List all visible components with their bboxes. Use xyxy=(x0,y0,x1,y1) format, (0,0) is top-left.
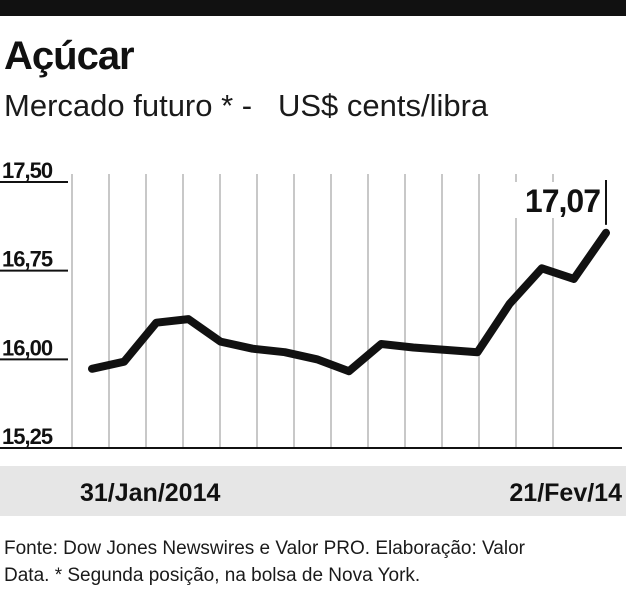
data-point xyxy=(444,349,446,351)
data-point xyxy=(187,318,189,320)
series-group xyxy=(88,228,610,376)
data-point xyxy=(220,341,221,343)
data-point xyxy=(316,358,318,360)
axis-baseline xyxy=(0,181,622,449)
data-point xyxy=(252,348,254,350)
footnote-line-1: Fonte: Dow Jones Newswires e Valor PRO. … xyxy=(4,538,525,559)
grid-lines xyxy=(71,174,554,448)
data-point xyxy=(91,368,93,370)
y-tick-labels: 17,50 16,75 16,00 15,25 xyxy=(2,158,54,449)
last-value-annotation: 17,07 xyxy=(514,180,607,225)
data-point xyxy=(605,232,607,234)
data-point xyxy=(509,303,511,305)
y-tick-label: 15,25 xyxy=(2,424,53,449)
start-date-label: 31/Jan/2014 xyxy=(80,479,221,507)
data-point xyxy=(380,343,382,345)
line-chart: 17,50 16,75 16,00 15,25 17,07 xyxy=(0,158,622,449)
data-point xyxy=(284,351,286,353)
data-point xyxy=(573,278,575,280)
data-point xyxy=(123,361,125,363)
data-point xyxy=(541,267,543,269)
chart-title: Açúcar xyxy=(4,34,135,78)
data-point xyxy=(477,351,478,353)
subtitle-unit: US$ cents/libra xyxy=(277,88,489,123)
series-line xyxy=(88,228,610,376)
data-point xyxy=(348,370,350,372)
data-point xyxy=(412,347,414,349)
end-date-label: 21/Fev/14 xyxy=(509,479,622,507)
top-rule xyxy=(0,0,626,16)
last-value-label: 17,07 xyxy=(525,183,600,219)
date-band xyxy=(0,466,626,516)
annotation-backdrop xyxy=(514,182,602,218)
subtitle-market: Mercado futuro * - xyxy=(4,88,253,123)
y-tick-label: 16,75 xyxy=(2,247,53,272)
chart-subtitle: Mercado futuro * - US$ cents/libra xyxy=(4,86,488,126)
footnote-line-2: Data. * Segunda posição, na bolsa de Nov… xyxy=(4,565,421,586)
data-point xyxy=(155,322,157,324)
y-tick-label: 16,00 xyxy=(2,335,53,360)
source-footnote: Fonte: Dow Jones Newswires e Valor PRO. … xyxy=(4,535,619,589)
y-tick-label: 17,50 xyxy=(2,158,53,183)
